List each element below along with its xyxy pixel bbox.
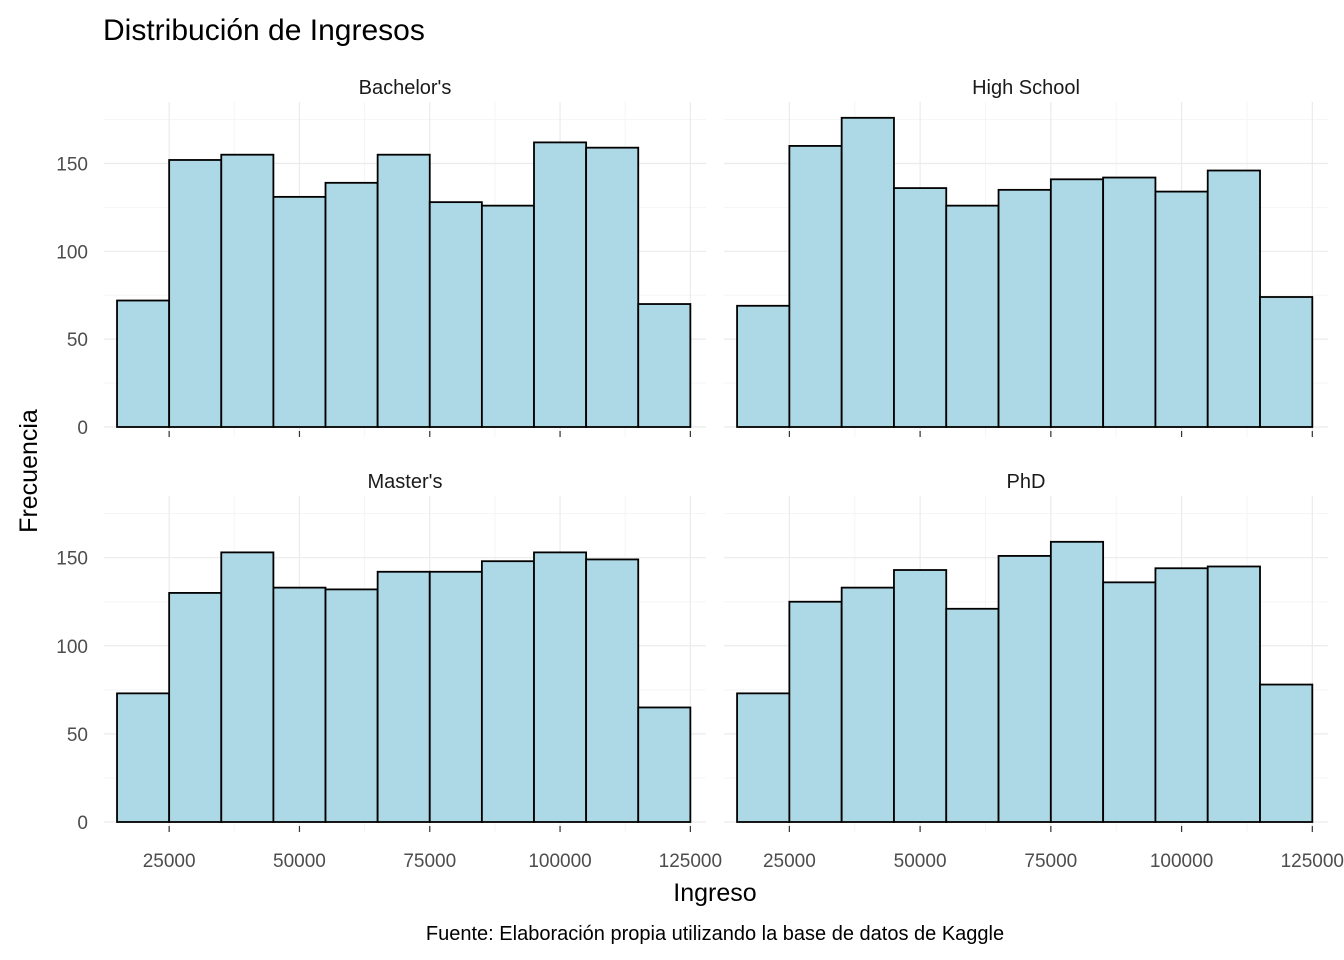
y-tick-label: 50	[67, 330, 88, 351]
histogram-bar	[997, 555, 1052, 823]
histogram-bar	[637, 706, 692, 823]
histogram-bar	[480, 560, 535, 823]
facet-strip-label: High School	[972, 77, 1080, 99]
histogram-bar	[428, 570, 483, 823]
x-tick-label: 125000	[659, 851, 722, 872]
histogram-bar	[1259, 296, 1314, 428]
histogram-bar	[585, 146, 640, 428]
histogram-bar	[220, 551, 275, 823]
histogram-bar	[840, 586, 895, 823]
histogram-bar	[945, 607, 1000, 823]
histogram-bar	[1049, 540, 1105, 823]
histogram-bar	[533, 141, 588, 428]
histogram-bar	[1154, 190, 1209, 428]
histogram-bar	[1154, 567, 1209, 823]
histogram-bar	[272, 586, 327, 823]
histogram-bar	[788, 145, 843, 428]
histogram-bar	[168, 592, 223, 823]
histogram-bar	[533, 551, 588, 823]
histogram-bar	[585, 558, 640, 823]
histogram-bar	[945, 204, 1000, 428]
x-axis-label: Ingreso	[673, 879, 756, 907]
y-tick-label: 0	[77, 418, 88, 439]
histogram-bar	[272, 195, 327, 428]
histogram-bar	[840, 116, 895, 428]
histogram-bar	[376, 570, 431, 823]
histogram-bar	[1259, 683, 1314, 823]
facet-panel-2: Master's 0 50 100 150 25000 50000 75000 100000 12…	[56, 471, 722, 872]
histogram-bar	[220, 153, 275, 428]
histogram-bar	[116, 299, 171, 428]
y-tick-label: 150	[56, 549, 88, 570]
histogram-bar	[1206, 169, 1261, 428]
histogram-bar	[736, 692, 791, 823]
histogram-bar	[788, 600, 843, 823]
histogram-bar	[997, 188, 1052, 428]
y-tick-label: 100	[56, 637, 88, 658]
x-tick-label: 125000	[1281, 851, 1344, 872]
histogram-bar	[116, 692, 171, 823]
histogram-bar	[893, 187, 948, 428]
histogram-bar	[736, 304, 791, 428]
facet-panel-0: Bachelor's 0 50 100 150	[56, 77, 706, 439]
histogram-bar	[376, 153, 431, 428]
x-tick-label: 50000	[894, 851, 947, 872]
x-tick-label: 25000	[143, 851, 196, 872]
histogram-bar	[893, 569, 948, 823]
y-tick-label: 150	[56, 154, 88, 175]
histogram-bar	[324, 588, 379, 823]
facet-strip-label: PhD	[1007, 471, 1046, 493]
histogram-bar	[1206, 565, 1261, 823]
histogram-bar	[480, 204, 535, 428]
y-tick-label: 0	[77, 813, 88, 834]
x-tick-label: 100000	[1150, 851, 1213, 872]
x-tick-label: 75000	[403, 851, 456, 872]
histogram-bar	[168, 159, 223, 428]
histogram-bar	[1049, 178, 1105, 428]
chart-title: Distribución de Ingresos	[103, 14, 425, 47]
facet-panels: Bachelor's 0 50 100 150 High School Master's 0 5…	[56, 77, 1344, 872]
x-tick-label: 100000	[528, 851, 591, 872]
histogram-bar	[1102, 176, 1157, 428]
histogram-bar	[637, 303, 692, 428]
facet-strip-label: Master's	[368, 471, 443, 493]
facet-panel-1: High School	[724, 77, 1328, 437]
histogram-bar	[324, 181, 379, 428]
y-tick-label: 50	[67, 725, 88, 746]
facet-strip-label: Bachelor's	[359, 77, 452, 99]
y-axis-label: Frecuencia	[15, 409, 43, 533]
histogram-bar	[1102, 581, 1157, 823]
chart-caption: Fuente: Elaboración propia utilizando la…	[426, 923, 1004, 945]
x-tick-label: 75000	[1024, 851, 1077, 872]
x-tick-label: 50000	[273, 851, 326, 872]
x-tick-label: 25000	[763, 851, 816, 872]
histogram-bar	[428, 201, 483, 428]
facet-panel-3: PhD 25000 50000 75000 100000 125000	[724, 471, 1344, 872]
y-tick-label: 100	[56, 242, 88, 263]
